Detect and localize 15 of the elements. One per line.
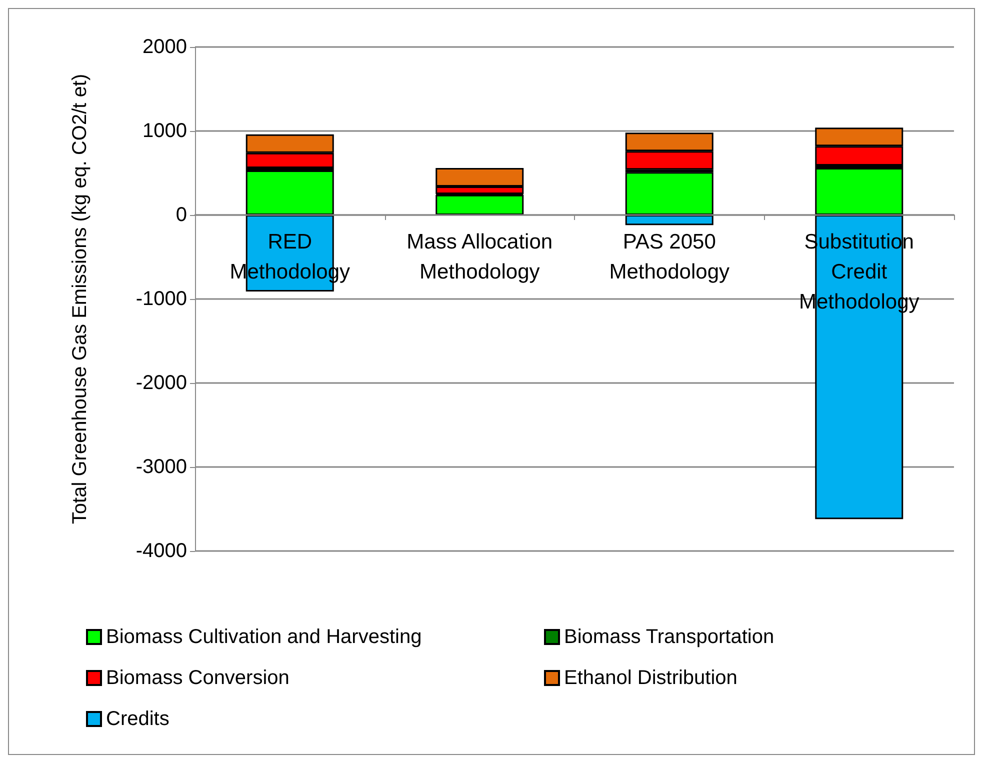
legend-label: Biomass Transportation xyxy=(564,626,774,648)
legend-label: Credits xyxy=(106,708,170,730)
y-tick-label: 1000 xyxy=(142,120,187,142)
x-tick-label: PAS 2050 Methodology xyxy=(609,230,730,284)
legend-label: Biomass Conversion xyxy=(106,667,290,689)
legend-label: Biomass Cultivation and Harvesting xyxy=(106,626,422,648)
y-tick-label: 2000 xyxy=(142,36,187,58)
y-tick-label: 0 xyxy=(176,204,187,226)
y-tick-label: -4000 xyxy=(136,540,187,562)
y-tick-label: -2000 xyxy=(136,372,187,394)
y-axis-title: Total Greenhouse Gas Emissions (kg eq. CO2/t et) xyxy=(69,74,91,524)
y-tick-label: -3000 xyxy=(136,456,187,478)
x-tick-label: Mass Allocation Methodology xyxy=(406,230,553,284)
legend-label: Ethanol Distribution xyxy=(564,667,738,689)
y-tick-label: -1000 xyxy=(136,288,187,310)
